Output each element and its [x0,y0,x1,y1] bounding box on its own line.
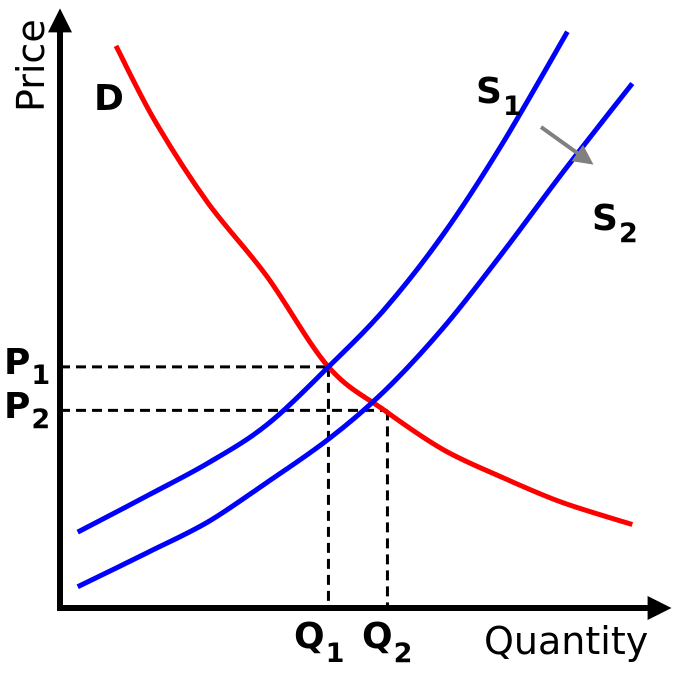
curve-s2 [76,81,635,590]
supply-shift-arrow [539,125,594,165]
y-axis-title: Price [9,19,53,112]
curves [76,30,635,590]
equilibrium-guides [60,365,389,608]
curve-s1 [76,30,570,535]
price-label-p2: P2 [4,386,50,435]
curve-d [113,44,634,527]
price-label-p1: P1 [4,342,50,391]
curve-label-s2: S2 [592,198,638,249]
x-axis-title: Quantity [484,619,648,663]
curve-label-d: D [94,78,124,119]
quantity-label-q2: Q2 [362,616,412,669]
quantity-label-q1: Q1 [294,616,344,669]
curve-label-s1: S1 [476,71,522,122]
